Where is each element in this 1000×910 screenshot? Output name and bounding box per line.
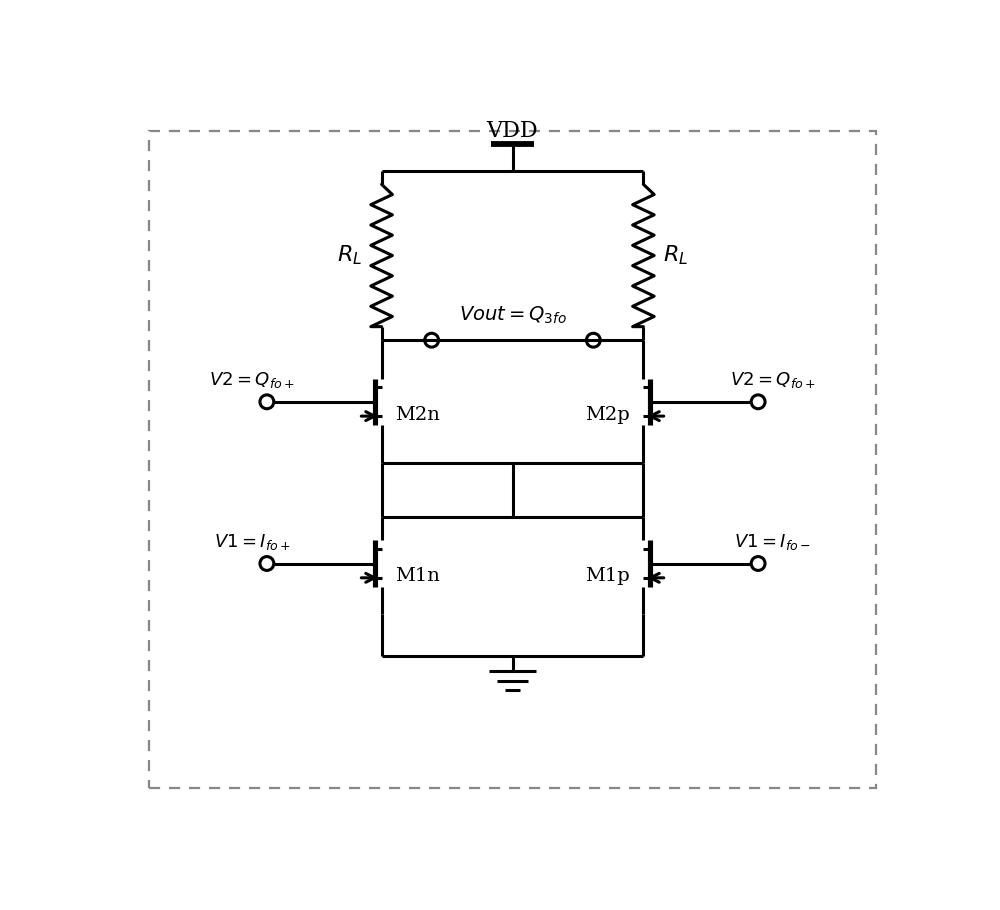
Text: $R_L$: $R_L$ — [663, 244, 688, 268]
Text: $Vout=Q_{3fo}$: $Vout=Q_{3fo}$ — [459, 305, 566, 327]
Text: VDD: VDD — [487, 120, 538, 142]
Text: $R_L$: $R_L$ — [337, 244, 362, 268]
Text: M2p: M2p — [585, 406, 630, 424]
Text: M2n: M2n — [395, 406, 440, 424]
Text: $V2=Q_{fo+}$: $V2=Q_{fo+}$ — [209, 370, 295, 390]
Text: $V2=Q_{fo+}$: $V2=Q_{fo+}$ — [730, 370, 816, 390]
Text: M1n: M1n — [395, 567, 440, 585]
Text: M1p: M1p — [585, 567, 630, 585]
Text: $V1=I_{fo+}$: $V1=I_{fo+}$ — [214, 532, 291, 552]
FancyBboxPatch shape — [149, 131, 876, 788]
Text: $V1=I_{fo-}$: $V1=I_{fo-}$ — [734, 532, 811, 552]
